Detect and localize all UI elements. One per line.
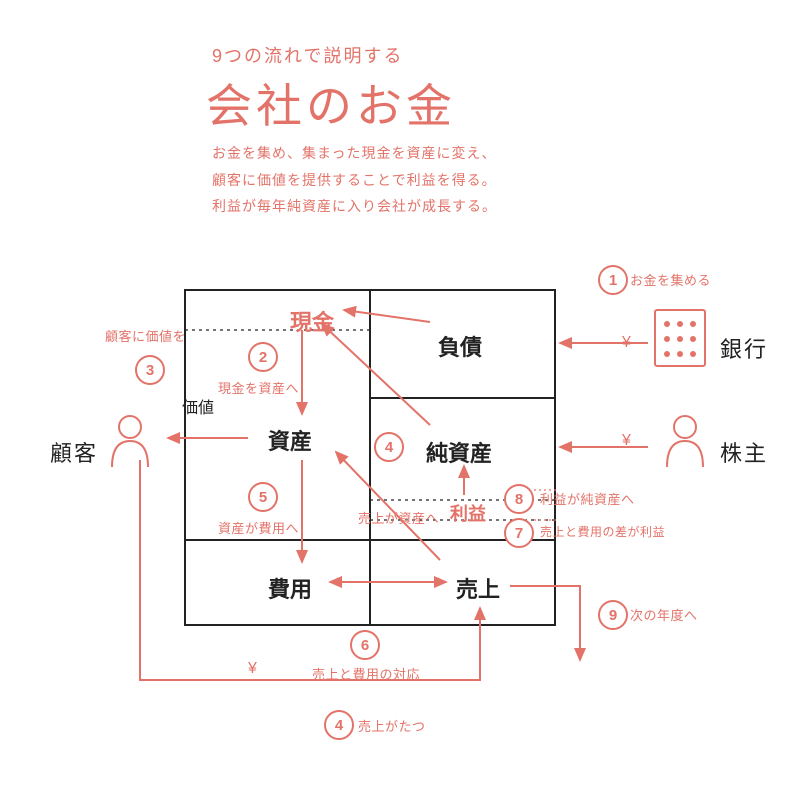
step-label-3: 顧客に価値を: [105, 326, 186, 345]
cell-expense: 費用: [268, 572, 312, 604]
cell-netassets: 純資産: [426, 436, 492, 468]
cell-rieki: 利益: [450, 500, 486, 526]
step-circle-4b: 4: [324, 710, 354, 740]
step-circle-8: 8: [504, 484, 534, 514]
cell-liab: 負債: [438, 330, 482, 362]
yen-bank: ¥: [622, 334, 631, 352]
step-circle-1: 1: [598, 265, 628, 295]
arrow-liab-to-cash: [344, 310, 430, 322]
cell-assets: 資産: [268, 424, 312, 456]
step-circle-3: 3: [135, 355, 165, 385]
cell-cash: 現金: [290, 305, 334, 337]
actor-customer-label: 顧客: [50, 436, 98, 468]
step-label-5: 資産が費用へ: [218, 518, 299, 537]
value-label: 価値: [182, 394, 214, 418]
yen-share: ¥: [622, 432, 631, 450]
actor-shareholder-label: 株主: [720, 436, 768, 468]
step-label-1: お金を集める: [630, 270, 711, 289]
step-circle-9: 9: [598, 600, 628, 630]
step-circle-2: 2: [248, 342, 278, 372]
arrow-net-to-cash: [322, 324, 430, 425]
step-label-7: 売上と費用の差が利益: [540, 523, 665, 540]
step-label-8: 利益が純資産へ: [540, 489, 635, 508]
step-label-2: 現金を資産へ: [218, 378, 299, 397]
step-circle-7: 7: [504, 518, 534, 548]
step-label-9: 次の年度へ: [630, 605, 698, 624]
actor-bank-label: 銀行: [720, 332, 768, 364]
arrow-sales-to-next: [510, 586, 580, 660]
cell-sales: 売上: [456, 572, 500, 604]
arrow-cust-to-sales: [140, 460, 480, 680]
step-label-4a: 売上が資産へ: [358, 508, 439, 527]
customer-icon: [112, 416, 148, 467]
bank-icon: [655, 310, 705, 366]
yen-cust: ¥: [248, 660, 257, 678]
shareholder-icon: [667, 416, 703, 467]
step-label-6: 売上と費用の対応: [312, 664, 420, 683]
step-circle-6: 6: [350, 630, 380, 660]
step-label-4b: 売上がたつ: [358, 716, 426, 735]
arrow-sales-to-assets: [336, 452, 440, 560]
step-circle-5: 5: [248, 482, 278, 512]
step-circle-4a: 4: [374, 432, 404, 462]
